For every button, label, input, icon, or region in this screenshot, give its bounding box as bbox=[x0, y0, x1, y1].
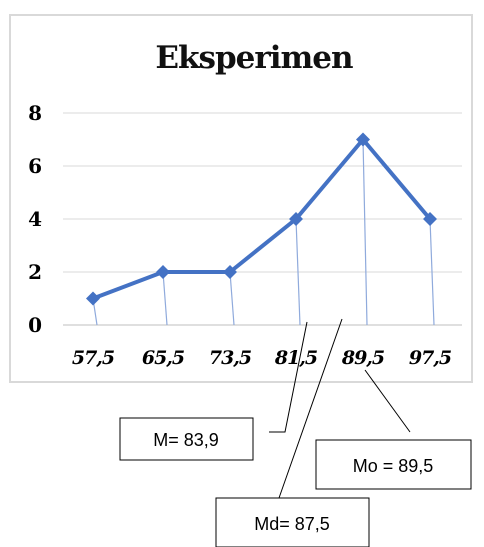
y-tick-labels: 0 2 4 6 8 bbox=[28, 101, 42, 337]
x-tick-label: 73,5 bbox=[209, 347, 252, 369]
x-tick-label: 65,5 bbox=[142, 347, 185, 369]
data-point bbox=[356, 132, 370, 147]
grid-lines bbox=[63, 112, 462, 326]
data-points bbox=[86, 132, 437, 306]
data-point bbox=[156, 265, 170, 279]
data-point bbox=[423, 212, 437, 226]
drop-line bbox=[229, 271, 235, 326]
drop-line bbox=[162, 271, 168, 326]
data-point bbox=[289, 212, 303, 226]
x-tick-label: 81,5 bbox=[274, 347, 318, 369]
drop-line bbox=[362, 139, 368, 326]
mode-leader-line bbox=[364, 369, 411, 433]
y-tick-label: 4 bbox=[28, 207, 42, 231]
mean-leader-line bbox=[269, 321, 308, 433]
mean-callout-label: M= 83,9 bbox=[153, 430, 219, 450]
x-tick-label: 57,5 bbox=[72, 347, 115, 369]
mean-callout-box bbox=[119, 417, 254, 461]
y-tick-label: 6 bbox=[28, 154, 42, 178]
series-line bbox=[92, 137, 432, 301]
mode-callout: Mo = 89,5 bbox=[315, 439, 472, 490]
y-tick-label: 0 bbox=[28, 313, 42, 337]
data-point bbox=[86, 291, 100, 306]
drop-lines bbox=[92, 139, 435, 326]
y-tick-label: 8 bbox=[28, 101, 42, 125]
mode-callout-box bbox=[315, 439, 472, 490]
drop-line bbox=[295, 218, 301, 326]
series-line-group bbox=[92, 137, 432, 301]
y-tick-label: 2 bbox=[28, 260, 42, 284]
median-callout-box bbox=[215, 497, 370, 547]
median-leader-line bbox=[278, 318, 343, 499]
chart-frame bbox=[9, 14, 473, 383]
x-tick-label: 89,5 bbox=[341, 347, 385, 369]
mean-callout: M= 83,9 bbox=[119, 417, 254, 461]
drop-line bbox=[429, 218, 435, 326]
chart-title: Eksperimen bbox=[155, 40, 353, 76]
median-callout-label: Md= 87,5 bbox=[254, 514, 330, 534]
median-callout: Md= 87,5 bbox=[215, 497, 370, 547]
data-point bbox=[223, 265, 237, 279]
x-tick-label: 97,5 bbox=[409, 347, 452, 369]
mode-callout-label: Mo = 89,5 bbox=[353, 456, 434, 476]
x-tick-labels: 57,5 65,5 73,5 81,5 89,5 97,5 bbox=[72, 347, 453, 369]
